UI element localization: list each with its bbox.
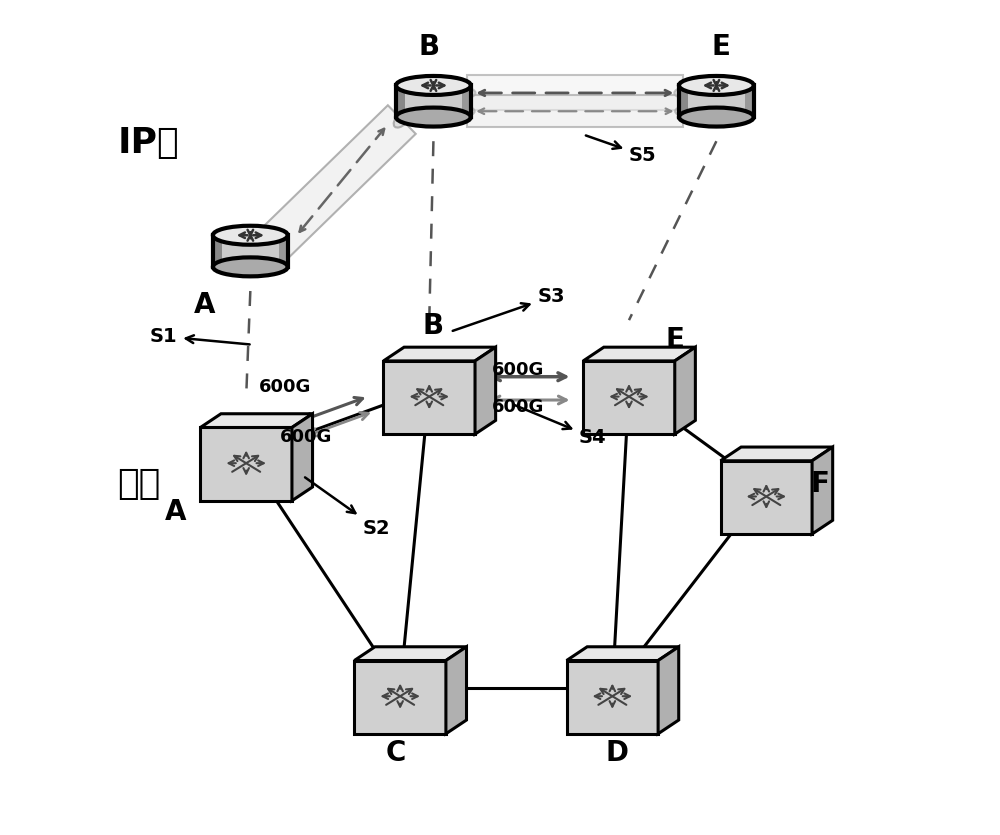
Polygon shape [658, 647, 679, 734]
Polygon shape [260, 105, 416, 259]
Ellipse shape [394, 112, 410, 128]
Ellipse shape [675, 107, 691, 115]
Polygon shape [354, 647, 467, 660]
Ellipse shape [396, 76, 471, 95]
FancyBboxPatch shape [213, 235, 222, 267]
Polygon shape [200, 414, 313, 428]
Polygon shape [567, 647, 679, 660]
Text: S4: S4 [515, 405, 607, 447]
Polygon shape [475, 347, 496, 434]
FancyBboxPatch shape [213, 235, 288, 267]
Text: S3: S3 [453, 287, 565, 331]
Text: 600G: 600G [279, 428, 332, 446]
Polygon shape [583, 361, 675, 434]
Text: F: F [811, 470, 830, 498]
Ellipse shape [679, 108, 754, 127]
Text: D: D [605, 739, 628, 767]
Text: C: C [386, 739, 406, 767]
Polygon shape [292, 414, 313, 501]
Ellipse shape [459, 107, 475, 115]
Ellipse shape [266, 236, 282, 252]
Text: S5: S5 [586, 135, 657, 164]
Text: B: B [419, 33, 440, 61]
Polygon shape [583, 347, 695, 361]
Text: 600G: 600G [492, 361, 544, 379]
Polygon shape [467, 95, 683, 127]
FancyBboxPatch shape [679, 85, 754, 117]
Polygon shape [354, 660, 446, 734]
Polygon shape [383, 347, 496, 361]
Polygon shape [721, 461, 812, 534]
Text: E: E [711, 33, 730, 61]
Ellipse shape [213, 225, 288, 245]
Text: S2: S2 [305, 478, 390, 538]
Ellipse shape [213, 257, 288, 276]
Polygon shape [467, 75, 683, 110]
Ellipse shape [679, 76, 754, 95]
Text: IP层: IP层 [117, 126, 179, 159]
Text: A: A [165, 498, 186, 525]
FancyBboxPatch shape [462, 85, 471, 117]
FancyBboxPatch shape [396, 85, 405, 117]
Polygon shape [446, 647, 467, 734]
Text: S1: S1 [150, 326, 250, 346]
Polygon shape [567, 660, 658, 734]
Text: E: E [665, 326, 684, 354]
Polygon shape [675, 347, 695, 434]
FancyBboxPatch shape [279, 235, 288, 267]
Polygon shape [383, 361, 475, 434]
Ellipse shape [396, 108, 471, 127]
Text: 600G: 600G [492, 397, 544, 416]
FancyBboxPatch shape [396, 85, 471, 117]
Text: 光层: 光层 [117, 467, 160, 501]
Ellipse shape [674, 89, 692, 98]
Text: B: B [423, 312, 444, 340]
Ellipse shape [458, 89, 475, 98]
Text: 600G: 600G [259, 377, 311, 396]
Polygon shape [721, 447, 833, 461]
FancyBboxPatch shape [745, 85, 754, 117]
Polygon shape [812, 447, 833, 534]
Text: A: A [194, 291, 215, 319]
Polygon shape [200, 428, 292, 501]
FancyBboxPatch shape [679, 85, 688, 117]
